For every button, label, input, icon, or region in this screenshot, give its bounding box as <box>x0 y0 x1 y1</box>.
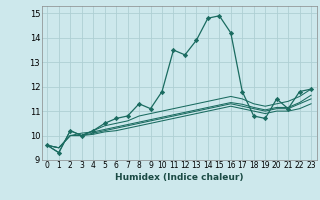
X-axis label: Humidex (Indice chaleur): Humidex (Indice chaleur) <box>115 173 244 182</box>
